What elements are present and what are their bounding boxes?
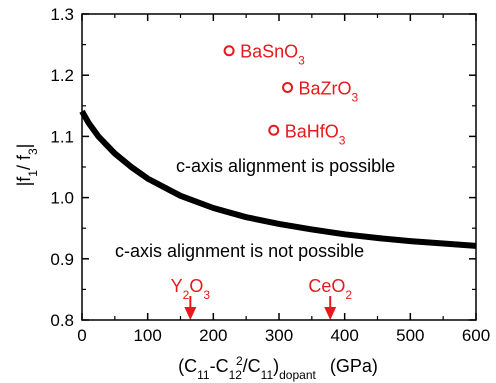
- x-tick-label: 400: [330, 326, 358, 345]
- point-label: BaZrO3: [299, 78, 359, 104]
- x-tick-label: 600: [462, 326, 490, 345]
- y-tick-label: 1.2: [50, 66, 74, 85]
- marker-arrow-head: [324, 307, 337, 320]
- points-layer: BaSnO3 BaZrO3 BaHfO3: [223, 42, 359, 147]
- x-tick-label: 100: [133, 326, 161, 345]
- x-tick-label: 0: [77, 326, 86, 345]
- curve-layer: [79, 109, 477, 249]
- x-tick-label: 500: [396, 326, 424, 345]
- axes-layer: 0 100 200 300 400 500 600 0.8 0.9 1.0 1.1 1.2 1.3: [50, 5, 490, 345]
- x-tick-label: 200: [199, 326, 227, 345]
- y-tick-label: 1.1: [50, 127, 74, 146]
- x-tick-label: 300: [265, 326, 293, 345]
- y-tick-label: 1.3: [50, 5, 74, 24]
- region-label-not-possible: c-axis alignment is not possible: [115, 241, 364, 261]
- y-tick-label: 0.9: [50, 250, 74, 269]
- x-axis-label: (C11-C122/C11)dopant (GPa): [178, 354, 378, 382]
- y-tick-label: 0.8: [50, 311, 74, 330]
- data-point: [223, 45, 235, 57]
- marker-label: CeO2: [308, 276, 352, 302]
- marker-arrow-head: [184, 307, 197, 320]
- marker-label: Y2O3: [171, 276, 211, 302]
- data-point: [282, 81, 294, 93]
- point-label: BaHfO3: [285, 121, 346, 147]
- region-label-possible: c-axis alignment is possible: [176, 156, 395, 176]
- data-point: [268, 124, 280, 136]
- markers-layer: Y2O3 CeO2: [171, 276, 352, 320]
- y-axis-label: |f1/ f3|: [14, 144, 40, 187]
- y-tick-label: 1.0: [50, 189, 74, 208]
- point-label: BaSnO3: [240, 42, 305, 68]
- series-line: [79, 109, 477, 249]
